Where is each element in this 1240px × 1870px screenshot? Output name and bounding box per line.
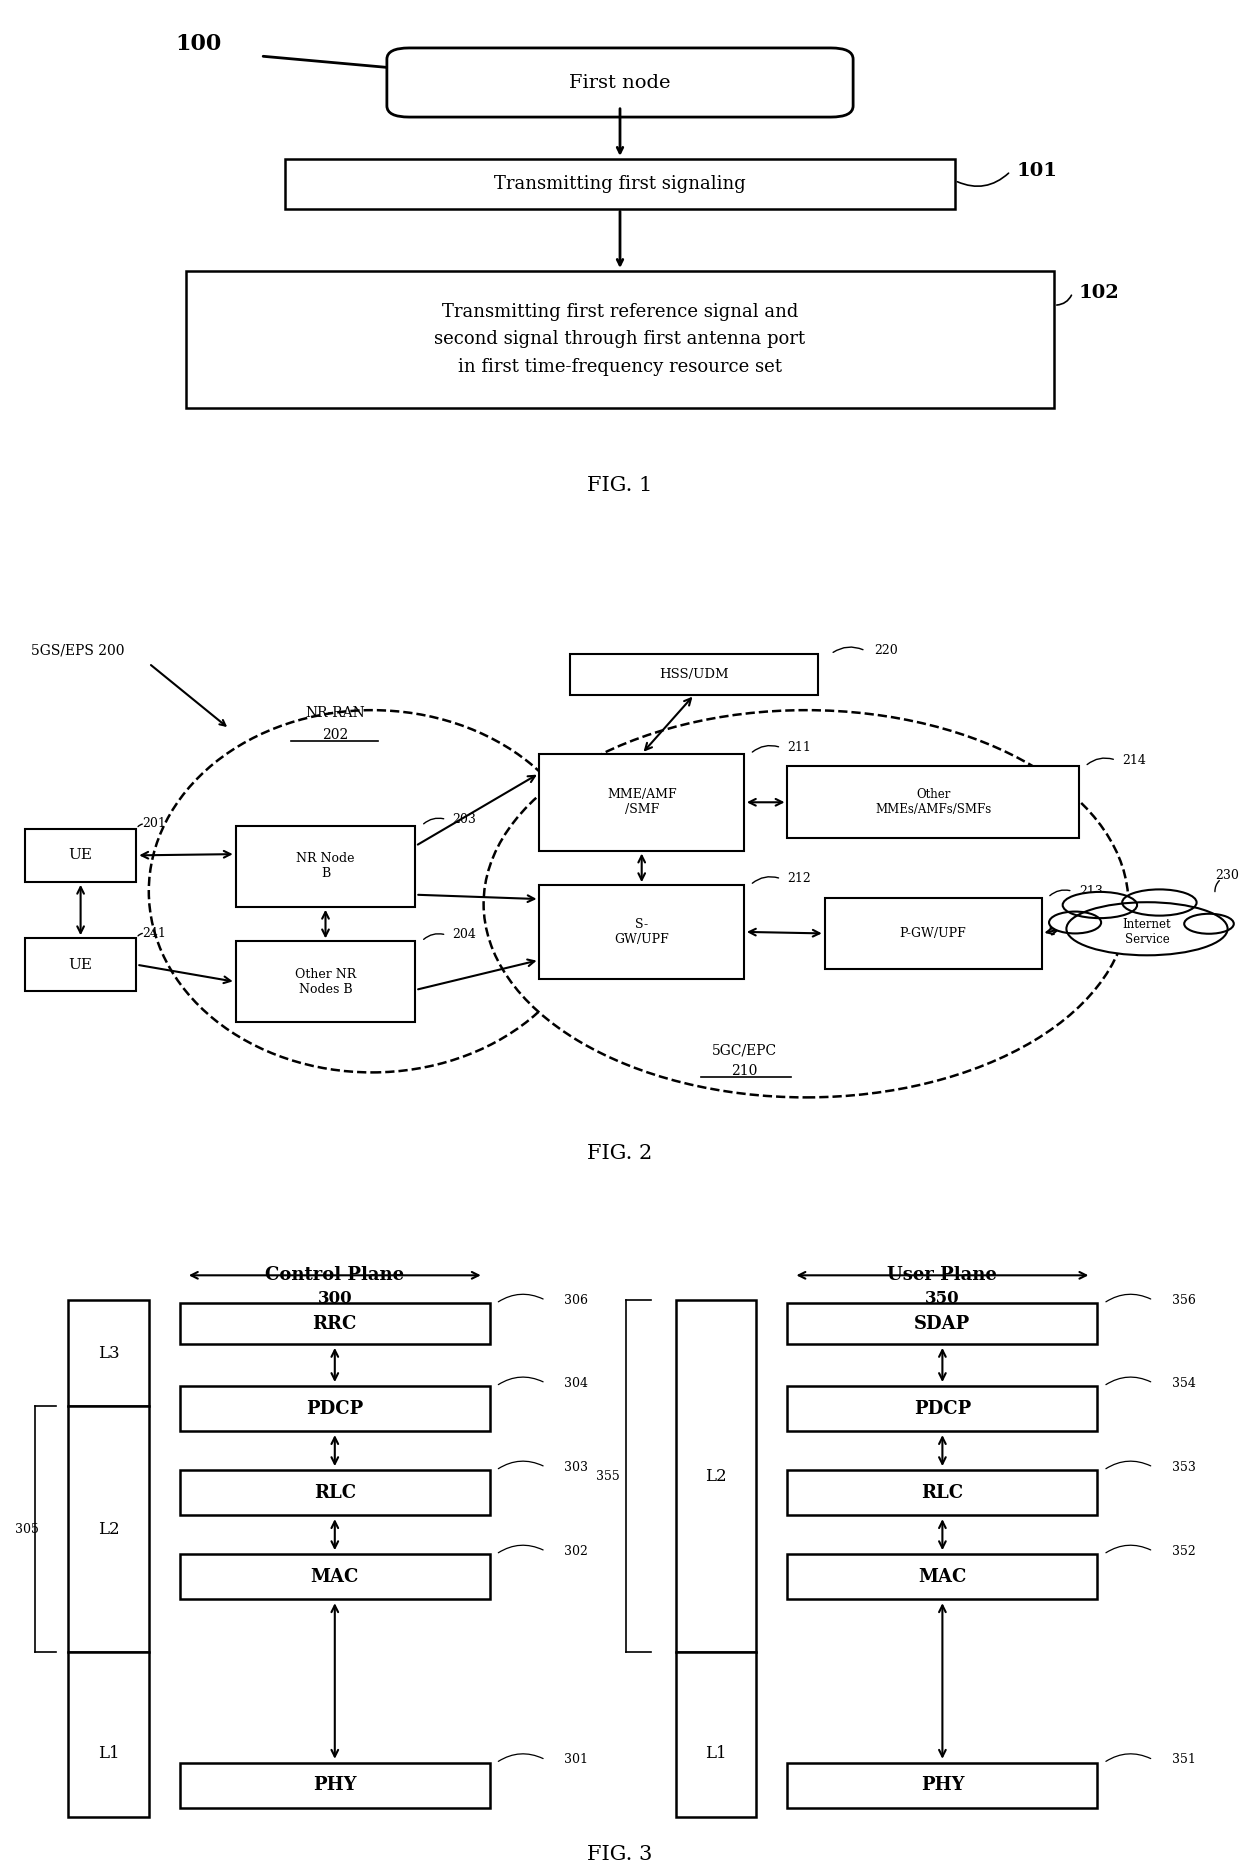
Text: UE: UE bbox=[68, 957, 93, 972]
Text: 101: 101 bbox=[1017, 163, 1058, 180]
Text: Other
MMEs/AMFs/SMFs: Other MMEs/AMFs/SMFs bbox=[875, 789, 991, 817]
Bar bbox=[68, 1406, 149, 1651]
Text: 352: 352 bbox=[1172, 1545, 1195, 1558]
Bar bbox=[68, 1651, 149, 1818]
Ellipse shape bbox=[1122, 890, 1197, 916]
Text: PHY: PHY bbox=[920, 1776, 965, 1795]
Text: L3: L3 bbox=[98, 1345, 119, 1361]
Ellipse shape bbox=[1063, 892, 1137, 918]
Bar bbox=[236, 941, 415, 1023]
Text: FIG. 2: FIG. 2 bbox=[588, 1144, 652, 1163]
Text: 100: 100 bbox=[175, 32, 222, 54]
Text: 303: 303 bbox=[564, 1460, 588, 1474]
Text: 5GC/EPC: 5GC/EPC bbox=[712, 1043, 776, 1058]
Text: Other NR
Nodes B: Other NR Nodes B bbox=[295, 969, 356, 997]
Ellipse shape bbox=[1066, 901, 1228, 956]
Text: 354: 354 bbox=[1172, 1376, 1195, 1389]
Bar bbox=[25, 939, 136, 991]
Text: 202: 202 bbox=[321, 727, 348, 742]
Text: PHY: PHY bbox=[312, 1776, 357, 1795]
Bar bbox=[180, 1554, 490, 1599]
Bar bbox=[539, 885, 744, 978]
Bar bbox=[787, 767, 1079, 838]
Text: 350: 350 bbox=[925, 1290, 960, 1307]
Text: UE: UE bbox=[68, 849, 93, 862]
Bar bbox=[570, 654, 818, 694]
Ellipse shape bbox=[149, 711, 595, 1072]
Text: NR-RAN: NR-RAN bbox=[305, 707, 365, 720]
Text: RRC: RRC bbox=[312, 1315, 357, 1333]
Text: 210: 210 bbox=[730, 1064, 758, 1079]
Bar bbox=[539, 754, 744, 851]
Bar bbox=[676, 1300, 756, 1651]
Bar bbox=[180, 1763, 490, 1808]
Text: 353: 353 bbox=[1172, 1460, 1195, 1474]
Text: NR Node
B: NR Node B bbox=[296, 853, 355, 881]
Text: 300: 300 bbox=[317, 1290, 352, 1307]
Text: 214: 214 bbox=[1122, 754, 1146, 767]
Text: 301: 301 bbox=[564, 1754, 588, 1767]
Text: MME/AMF
/SMF: MME/AMF /SMF bbox=[606, 789, 677, 817]
Bar bbox=[180, 1303, 490, 1345]
Text: P-GW/UPF: P-GW/UPF bbox=[900, 928, 966, 941]
Text: L1: L1 bbox=[98, 1745, 119, 1762]
Text: RLC: RLC bbox=[314, 1483, 356, 1502]
Text: 213: 213 bbox=[1079, 885, 1102, 898]
Text: HSS/UDM: HSS/UDM bbox=[660, 668, 729, 681]
Text: User Plane: User Plane bbox=[888, 1266, 997, 1285]
Text: FIG. 1: FIG. 1 bbox=[588, 477, 652, 496]
Text: 212: 212 bbox=[787, 871, 811, 885]
Bar bbox=[787, 1470, 1097, 1515]
Text: 204: 204 bbox=[453, 929, 476, 941]
Text: Internet
Service: Internet Service bbox=[1122, 918, 1172, 946]
Text: PDCP: PDCP bbox=[306, 1399, 363, 1417]
Text: 220: 220 bbox=[874, 645, 898, 658]
Text: S-
GW/UPF: S- GW/UPF bbox=[614, 918, 670, 946]
Text: Transmitting first signaling: Transmitting first signaling bbox=[494, 174, 746, 193]
Bar bbox=[236, 827, 415, 907]
Text: First node: First node bbox=[569, 73, 671, 92]
Text: 351: 351 bbox=[1172, 1754, 1195, 1767]
Bar bbox=[285, 159, 955, 209]
Text: PDCP: PDCP bbox=[914, 1399, 971, 1417]
Text: 355: 355 bbox=[596, 1470, 620, 1483]
Bar bbox=[25, 828, 136, 883]
FancyBboxPatch shape bbox=[387, 49, 853, 118]
Text: SDAP: SDAP bbox=[914, 1315, 971, 1333]
Text: 241: 241 bbox=[143, 928, 166, 939]
Bar bbox=[787, 1386, 1097, 1431]
Text: 302: 302 bbox=[564, 1545, 588, 1558]
Text: RLC: RLC bbox=[921, 1483, 963, 1502]
Bar bbox=[787, 1554, 1097, 1599]
Text: 5GS/EPS 200: 5GS/EPS 200 bbox=[31, 643, 124, 658]
Bar bbox=[180, 1386, 490, 1431]
Text: 201: 201 bbox=[143, 817, 166, 830]
Text: 304: 304 bbox=[564, 1376, 588, 1389]
Text: FIG. 3: FIG. 3 bbox=[588, 1846, 652, 1864]
Text: 203: 203 bbox=[453, 813, 476, 827]
Bar bbox=[186, 271, 1054, 408]
Text: L2: L2 bbox=[98, 1520, 119, 1537]
Text: 305: 305 bbox=[15, 1522, 38, 1535]
Ellipse shape bbox=[1049, 911, 1101, 933]
Text: L2: L2 bbox=[706, 1468, 727, 1485]
Text: L1: L1 bbox=[706, 1745, 727, 1762]
Bar bbox=[787, 1303, 1097, 1345]
Text: MAC: MAC bbox=[918, 1567, 967, 1586]
Text: MAC: MAC bbox=[310, 1567, 360, 1586]
Bar bbox=[787, 1763, 1097, 1808]
Ellipse shape bbox=[484, 711, 1128, 1098]
Text: 211: 211 bbox=[787, 741, 811, 754]
Bar bbox=[68, 1300, 149, 1406]
Bar bbox=[180, 1470, 490, 1515]
Bar bbox=[825, 898, 1042, 969]
Text: 356: 356 bbox=[1172, 1294, 1195, 1307]
Text: Control Plane: Control Plane bbox=[265, 1266, 404, 1285]
Text: Transmitting first reference signal and
second signal through first antenna port: Transmitting first reference signal and … bbox=[434, 303, 806, 376]
Text: 102: 102 bbox=[1079, 284, 1120, 301]
Ellipse shape bbox=[1184, 914, 1234, 933]
Text: 230: 230 bbox=[1215, 870, 1239, 883]
Bar bbox=[676, 1651, 756, 1818]
Text: 306: 306 bbox=[564, 1294, 588, 1307]
